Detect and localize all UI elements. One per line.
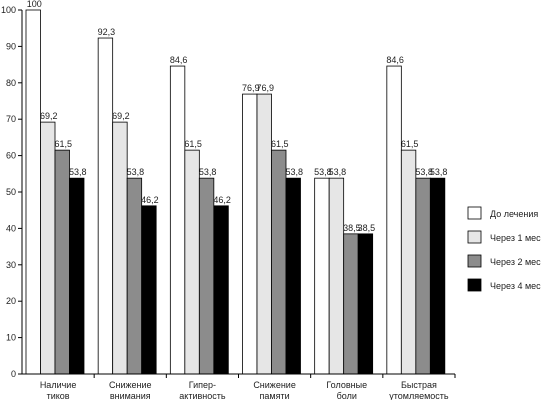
bar-month-4 — [213, 205, 229, 375]
category-label: Снижение — [109, 380, 152, 390]
category-label: Быстрая — [401, 380, 437, 390]
bar-month-1 — [112, 121, 128, 375]
y-tick-label: 20 — [6, 296, 16, 306]
data-label: 76,9 — [242, 83, 260, 93]
data-label: 38,5 — [358, 223, 376, 233]
y-tick-label: 0 — [11, 369, 16, 379]
legend-swatch — [467, 254, 482, 268]
bar-before-treatment — [242, 93, 258, 375]
bar-month-2 — [54, 149, 70, 375]
data-label: 84,6 — [386, 55, 404, 65]
bar-month-4 — [429, 177, 446, 375]
category-label: боли — [337, 391, 357, 400]
category-label: утомляемость — [389, 391, 449, 400]
data-label: 53,8 — [199, 167, 217, 177]
category-label: Головные — [326, 380, 367, 390]
bar-before-treatment — [169, 65, 186, 375]
bar-before-treatment — [386, 65, 402, 375]
y-tick-label: 100 — [1, 5, 16, 15]
data-label: 53,8 — [415, 167, 433, 177]
data-label: 53,8 — [430, 167, 448, 177]
bar-month-2 — [126, 177, 143, 375]
bar-month-1 — [328, 177, 345, 375]
bar-month-4 — [69, 177, 85, 375]
category-label: Наличие — [40, 380, 77, 390]
data-label: 69,2 — [40, 111, 58, 121]
bar-before-treatment — [25, 9, 41, 375]
category-label: Гипер- — [189, 380, 216, 390]
data-label: 46,2 — [141, 195, 159, 205]
data-label: 53,8 — [285, 167, 303, 177]
bar-month-1 — [400, 149, 417, 375]
bar-month-2 — [415, 177, 431, 375]
bar-month-2 — [198, 177, 215, 375]
bar-month-4 — [357, 233, 374, 375]
bar-month-4 — [141, 205, 157, 375]
legend-label: Через 2 мес — [490, 257, 541, 267]
data-label: 46,2 — [213, 195, 231, 205]
data-label: 92,3 — [98, 27, 116, 37]
y-tick-label: 90 — [6, 41, 16, 51]
bar-month-1 — [256, 93, 272, 375]
legend-swatch — [467, 206, 482, 220]
bar-month-1 — [40, 121, 56, 375]
legend: До лечения Через 1 мес Через 2 мес Через 4 … — [467, 206, 541, 292]
y-tick-label: 50 — [6, 187, 16, 197]
category-label: памяти — [260, 391, 290, 400]
bar-month-2 — [271, 149, 287, 375]
data-label: 69,2 — [112, 111, 130, 121]
data-label: 38,5 — [343, 223, 361, 233]
x-axis: НаличиетиковСнижениевниманияГипер-активн… — [22, 373, 456, 400]
y-tick-label: 30 — [6, 260, 16, 270]
bars: 100 69,2 61,5 53,8 92,3 69,2 53,8 46,2 84,6 61,5 5… — [25, 0, 448, 375]
y-axis: 0 10 20 30 40 50 60 70 80 90 100 — [1, 5, 23, 379]
legend-swatch — [467, 230, 482, 244]
data-label: 61,5 — [271, 139, 289, 149]
data-label: 61,5 — [401, 139, 419, 149]
bar-month-2 — [343, 233, 359, 375]
bar-month-4 — [285, 177, 301, 375]
legend-label: Через 4 мес — [490, 281, 541, 291]
legend-label: Через 1 мес — [490, 233, 541, 243]
y-tick-label: 60 — [6, 151, 16, 161]
y-tick-label: 40 — [6, 223, 16, 233]
bar-before-treatment — [97, 37, 114, 375]
bar-before-treatment — [314, 177, 330, 375]
data-label: 53,8 — [127, 167, 145, 177]
category-label: Снижение — [253, 380, 296, 390]
legend-label: До лечения — [490, 209, 538, 219]
data-label: 53,8 — [314, 167, 332, 177]
category-label: активность — [179, 391, 226, 400]
data-label: 100 — [27, 0, 42, 9]
y-tick-label: 80 — [6, 78, 16, 88]
y-tick-label: 10 — [6, 333, 16, 343]
y-tick-label: 70 — [6, 114, 16, 124]
data-label: 61,5 — [54, 139, 72, 149]
bar-month-1 — [184, 149, 200, 375]
category-label: тиков — [47, 391, 70, 400]
data-label: 53,8 — [69, 167, 87, 177]
category-label: внимания — [110, 391, 151, 400]
data-label: 76,9 — [256, 83, 274, 93]
data-label: 53,8 — [329, 167, 347, 177]
data-label: 61,5 — [184, 139, 202, 149]
legend-swatch — [467, 278, 482, 292]
data-label: 84,6 — [170, 55, 188, 65]
